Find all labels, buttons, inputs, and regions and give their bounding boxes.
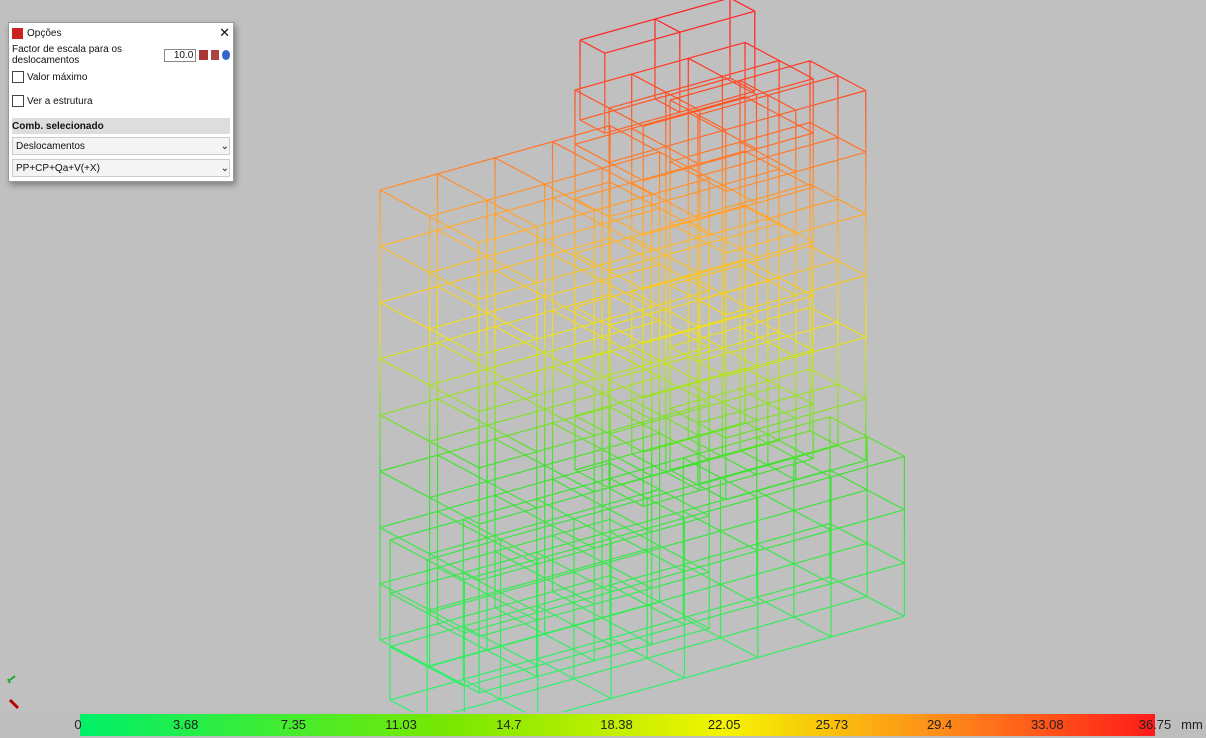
option-label: Ver a estrutura: [27, 96, 93, 107]
checkbox[interactable]: [12, 95, 24, 107]
tool-icon[interactable]: [199, 50, 207, 60]
scale-label: 7.35: [281, 717, 306, 732]
option-label: Valor máximo: [27, 72, 87, 83]
scale-row: Factor de escala para os deslocamentos 1…: [12, 47, 230, 63]
option-row[interactable]: Valor máximo: [12, 69, 230, 85]
scale-label: mm: [1181, 717, 1203, 732]
scale-label: 18.38: [600, 717, 633, 732]
help-icon[interactable]: [222, 50, 230, 60]
section-header: Comb. selecionado: [12, 118, 230, 134]
scale-label: 11.03: [385, 717, 417, 732]
scale-label: 0: [74, 717, 81, 732]
select[interactable]: Deslocamentos ⌄: [12, 137, 230, 155]
page: {"dialog": {"title": "Opções", "scale_la…: [0, 0, 1206, 738]
select-value: PP+CP+Qa+V(+X): [16, 163, 100, 174]
chevron: ⌄: [221, 141, 229, 152]
scale-label: 33.08: [1031, 717, 1064, 732]
axis-icon: [10, 700, 18, 708]
section-label: Comb. selecionado: [12, 121, 104, 132]
tool-icon[interactable]: [211, 50, 219, 60]
scale-label: 3.68: [173, 717, 198, 732]
select-value: Deslocamentos: [16, 141, 85, 152]
close-button[interactable]: ✕: [219, 25, 230, 41]
app: Opções ✕ Factor de escala para os desloc…: [0, 0, 1206, 738]
axis-icon: [8, 676, 15, 683]
scale-label: 22.05: [708, 717, 741, 732]
dialog-title: Opções: [27, 28, 61, 39]
title-bar: Opções ✕: [12, 25, 230, 41]
options-dialog: Opções ✕ Factor de escala para os desloc…: [8, 22, 234, 182]
scale-label: Factor de escala para os deslocamentos: [12, 44, 160, 66]
scale-label: 29.4: [927, 717, 952, 732]
wireframe: [380, 0, 904, 712]
app-icon: [12, 28, 23, 39]
scale-input[interactable]: 10.0: [164, 49, 196, 62]
scale-label: 36.75: [1139, 717, 1172, 732]
scale-label: 14.7: [496, 717, 521, 732]
chevron: ⌄: [221, 163, 229, 174]
select[interactable]: PP+CP+Qa+V(+X) ⌄: [12, 159, 230, 177]
color-scale: 0 3.68 7.35 11.03 14.7 18.38 22.05 25.73 29.4 33.…: [0, 712, 1206, 738]
option-row[interactable]: Ver a estrutura: [12, 93, 230, 109]
checkbox[interactable]: [12, 71, 24, 83]
scale-label: 25.73: [816, 717, 849, 732]
